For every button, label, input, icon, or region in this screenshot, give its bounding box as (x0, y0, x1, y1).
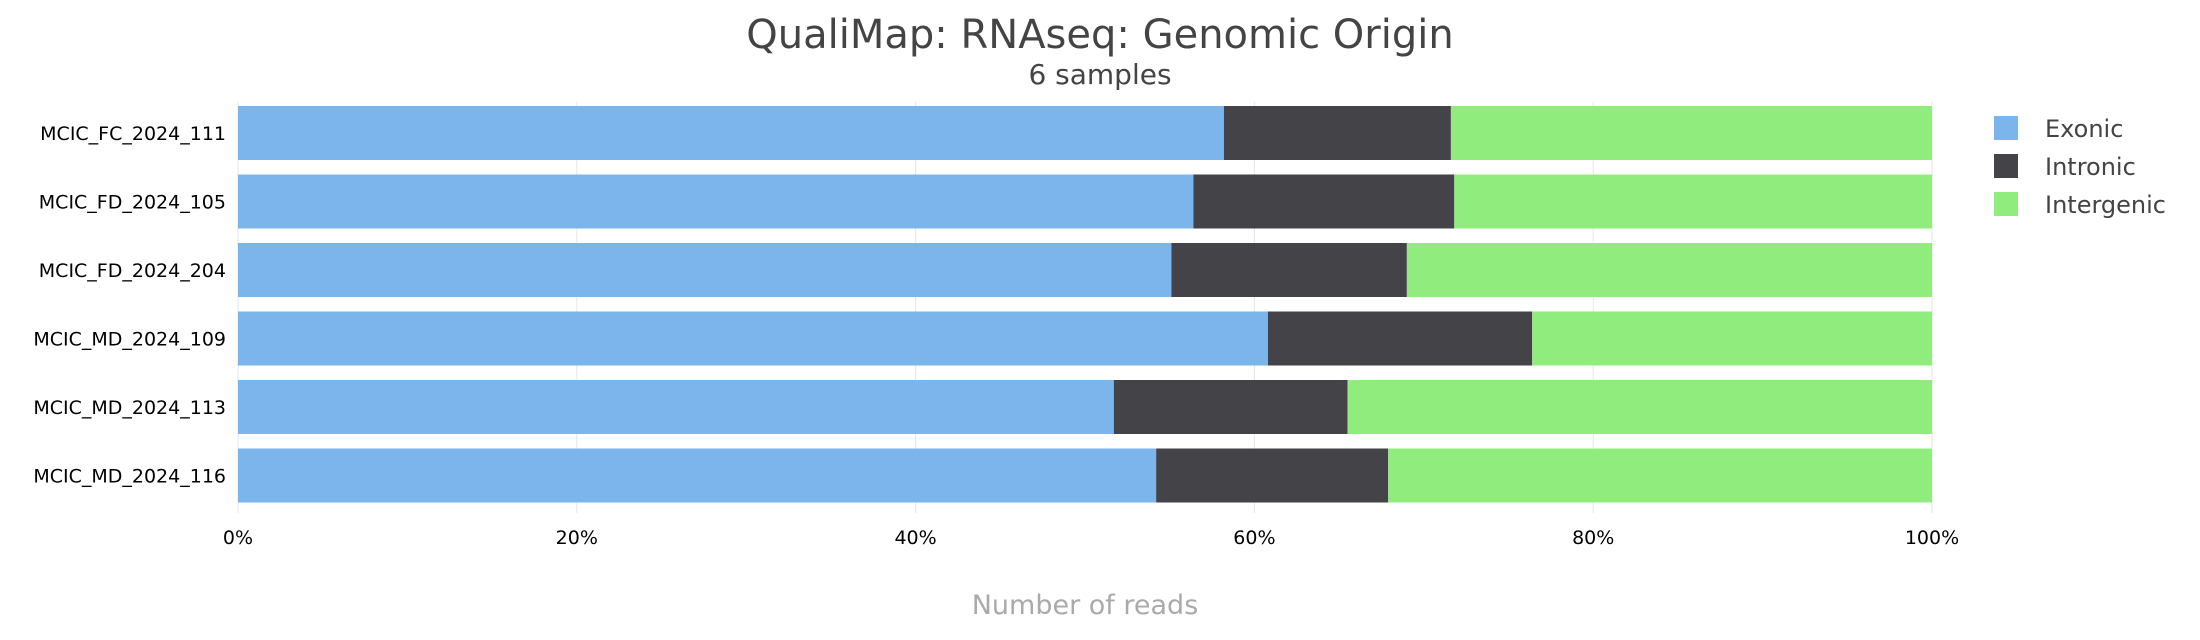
bar-exonic-3 (238, 243, 1172, 297)
legend: Exonic Intronic Intergenic (1994, 115, 2166, 219)
bar-intergenic-5 (1347, 380, 1932, 434)
legend-label: Exonic (2045, 115, 2123, 143)
chart-title: QualiMap: RNAseq: Genomic Origin (746, 12, 1453, 58)
bar-exonic-2 (238, 174, 1194, 229)
bar-intergenic-1 (1450, 106, 1932, 160)
bar-exonic-4 (238, 311, 1268, 366)
legend-item-intergenic[interactable]: Intergenic (1994, 191, 2166, 219)
category-label: MCIC_FC_2024_111 (40, 123, 226, 145)
x-tick-label: 60% (1233, 527, 1275, 549)
bar-exonic-5 (238, 380, 1114, 434)
bar-intronic-3 (1171, 243, 1407, 297)
category-labels: MCIC_FC_2024_111 MCIC_FD_2024_105 MCIC_FD_… (33, 123, 226, 488)
category-label: MCIC_FD_2024_204 (39, 260, 226, 282)
bar-intergenic-2 (1454, 174, 1932, 229)
legend-item-exonic[interactable]: Exonic (1994, 115, 2123, 143)
bar-exonic-6 (238, 448, 1157, 503)
legend-label: Intergenic (2045, 191, 2166, 219)
x-tick-label: 80% (1572, 527, 1614, 549)
x-tick-labels: 0% 20% 40% 60% 80% 100% (223, 527, 1959, 549)
chart-subtitle: 6 samples (1028, 58, 1171, 91)
x-tick-label: 20% (556, 527, 598, 549)
x-axis-label: Number of reads (972, 590, 1199, 621)
bar-intronic-1 (1223, 106, 1451, 160)
bar-intergenic-6 (1388, 448, 1932, 503)
category-label: MCIC_MD_2024_116 (33, 466, 226, 488)
bar-intronic-2 (1193, 174, 1455, 229)
legend-swatch (1994, 192, 2018, 216)
category-label: MCIC_MD_2024_109 (33, 329, 226, 351)
bar-intronic-6 (1156, 448, 1389, 503)
legend-swatch (1994, 154, 2018, 178)
bar-intergenic-4 (1532, 311, 1932, 366)
category-label: MCIC_FD_2024_105 (39, 192, 226, 214)
x-tick-label: 100% (1905, 527, 1959, 549)
legend-item-intronic[interactable]: Intronic (1994, 153, 2136, 181)
bar-exonic-1 (238, 106, 1224, 160)
legend-swatch (1994, 116, 2018, 140)
x-tick-label: 0% (223, 527, 253, 549)
bar-intergenic-3 (1406, 243, 1932, 297)
x-tick-label: 40% (894, 527, 936, 549)
bar-intronic-5 (1113, 380, 1348, 434)
category-label: MCIC_MD_2024_113 (33, 397, 226, 419)
legend-label: Intronic (2045, 153, 2136, 181)
grid-lines (237, 102, 1933, 513)
bar-intronic-4 (1267, 311, 1533, 366)
bars (238, 106, 1932, 503)
